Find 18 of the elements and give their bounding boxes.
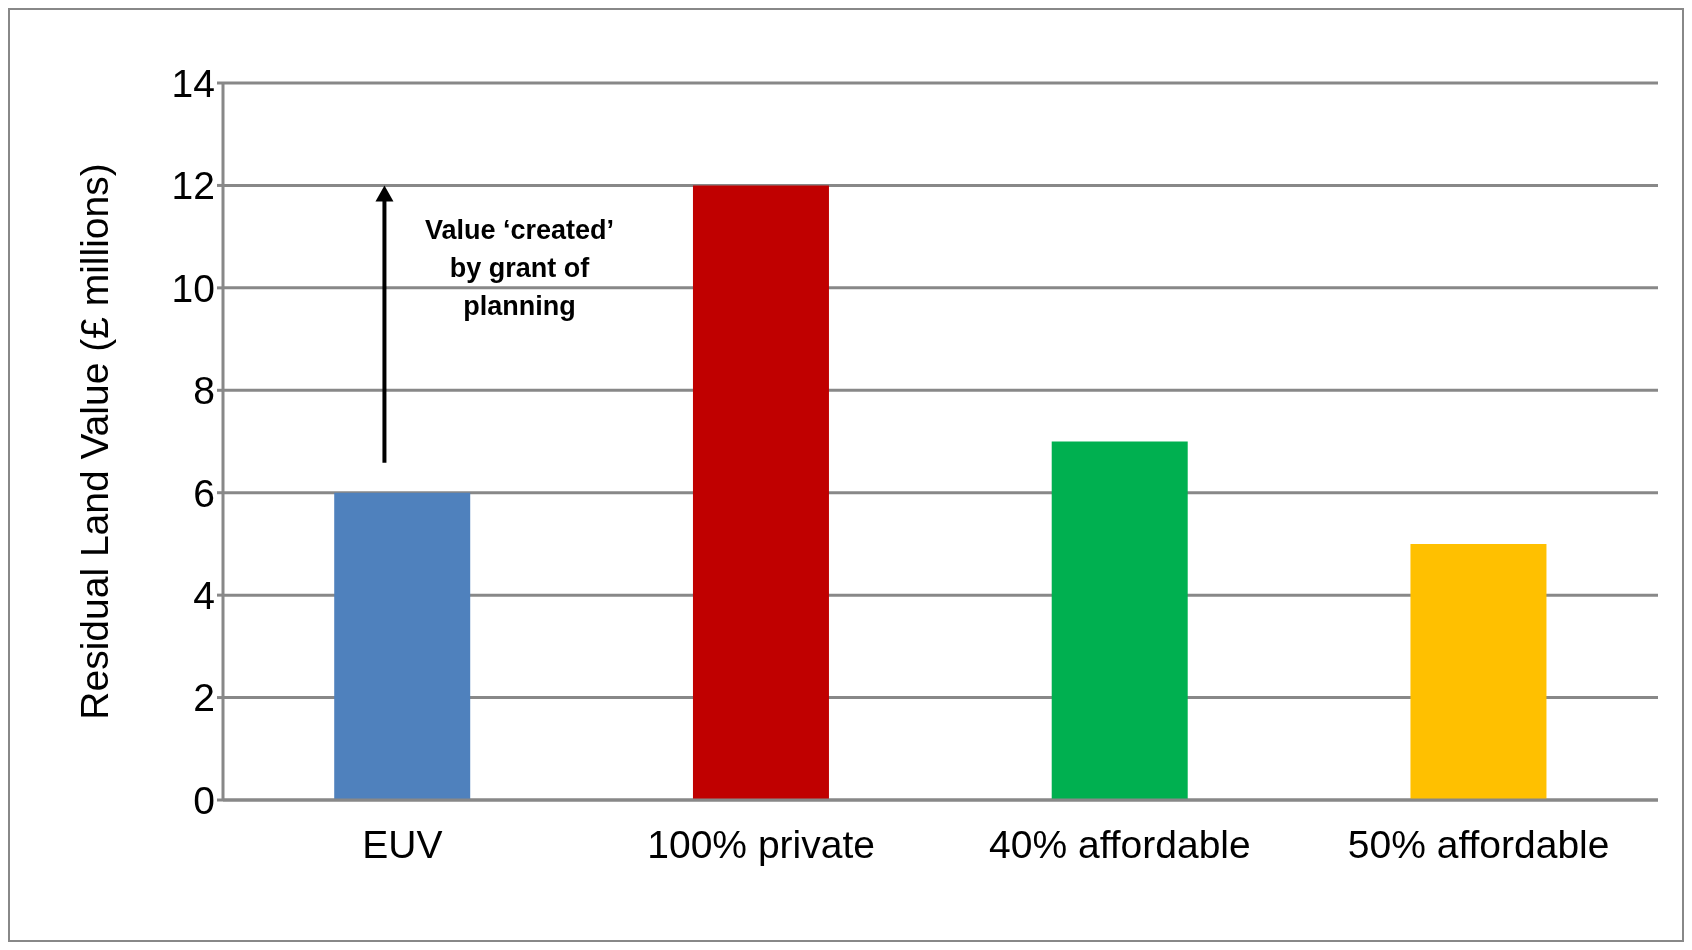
bar <box>334 492 471 800</box>
bar <box>692 185 829 800</box>
y-axis-title: Residual Land Value (£ millions) <box>72 163 116 720</box>
y-tick-label: 10 <box>171 266 215 310</box>
bar <box>1410 543 1547 800</box>
x-tick-label: 50% affordable <box>1347 822 1610 866</box>
y-tick-label: 4 <box>193 573 215 617</box>
x-tick-label: 40% affordable <box>989 822 1251 866</box>
y-tick-label: 14 <box>171 61 215 105</box>
x-tick-label: EUV <box>362 822 443 866</box>
y-tick-label: 0 <box>193 778 215 822</box>
y-tick-label: 6 <box>193 471 215 515</box>
y-tick-label: 12 <box>171 164 215 208</box>
annotation: Value ‘created’ by grant of planning <box>424 214 615 324</box>
bar <box>1051 441 1188 800</box>
y-tick-label: 8 <box>193 369 215 413</box>
x-tick-label: 100% private <box>647 822 875 866</box>
y-tick-label: 2 <box>193 676 215 720</box>
